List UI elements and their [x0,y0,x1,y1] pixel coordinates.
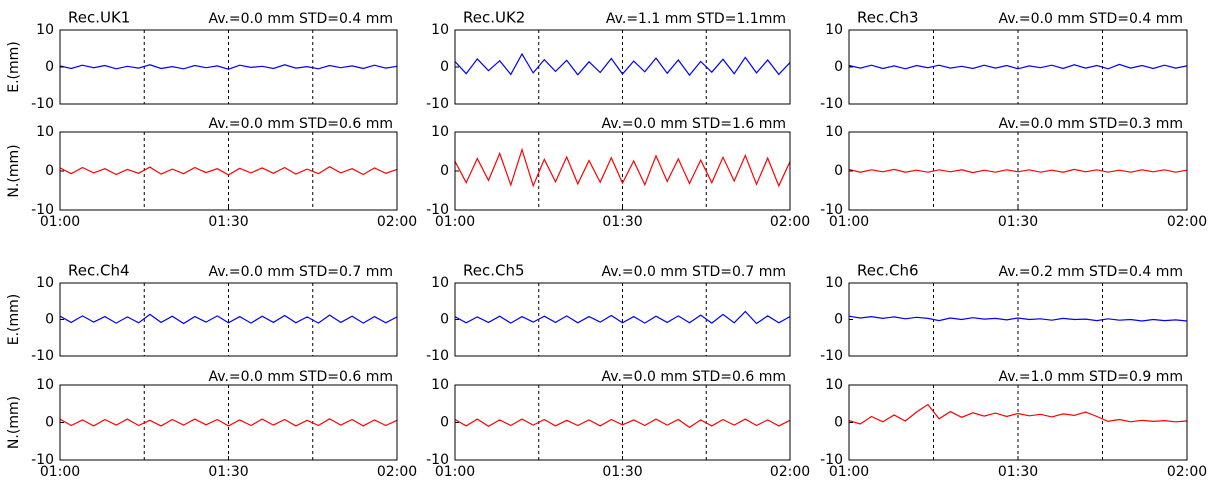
stats-annotation: Av.=0.0 mm STD=0.3 mm [998,116,1183,132]
stats-annotation: Av.=0.0 mm STD=0.6 mm [208,116,393,132]
y-tick-label: -10 [820,96,843,112]
y-tick-label: -10 [820,452,843,468]
y-tick-label: 0 [834,415,843,431]
x-tick-label: 01:30 [602,464,642,480]
stats-annotation: Av.=0.0 mm STD=0.7 mm [208,264,393,280]
series-line [848,63,1188,70]
x-tick-label: 01:30 [602,214,642,230]
y-tick-label: 10 [431,22,449,38]
stats-annotation: Av.=0.0 mm STD=0.4 mm [998,11,1183,27]
series-line [59,418,398,427]
y-tick-label: -10 [426,348,449,364]
stats-annotation: Av.=0.0 mm STD=0.6 mm [208,369,393,385]
y-axis-label: E.(mm) [6,41,22,93]
y-tick-label: 10 [36,377,54,393]
stats-annotation: Av.=0.2 mm STD=0.4 mm [998,264,1183,280]
y-tick-label: 10 [431,377,449,393]
series-line [454,52,791,77]
stats-annotation: Av.=0.0 mm STD=0.6 mm [601,369,786,385]
series-line [454,147,791,188]
y-tick-label: 10 [825,275,843,291]
panel-title: Rec.UK1 [68,9,130,27]
x-tick-label: 01:00 [829,464,869,480]
x-tick-label: 01:30 [208,464,248,480]
x-tick-label: 02:00 [377,214,417,230]
series-line [59,166,398,176]
series-line [59,313,398,325]
series-line [454,310,791,325]
x-tick-label: 01:00 [435,464,475,480]
y-tick-label: 0 [834,312,843,328]
x-tick-label: 01:30 [998,464,1038,480]
series-line [59,64,398,70]
y-tick-label: -10 [31,96,54,112]
x-tick-label: 01:30 [998,214,1038,230]
y-tick-label: -10 [426,96,449,112]
y-tick-label: 0 [440,59,449,75]
x-tick-label: 02:00 [770,464,810,480]
y-tick-label: 10 [36,22,54,38]
y-tick-label: 10 [36,275,54,291]
y-tick-label: -10 [820,202,843,218]
y-tick-label: 0 [45,59,54,75]
panel-title: Rec.Ch4 [68,262,130,280]
y-tick-label: 10 [36,124,54,140]
series-line [848,403,1188,425]
y-tick-label: 0 [45,415,54,431]
y-tick-label: 0 [834,163,843,179]
y-tick-label: 0 [45,312,54,328]
panel-title: Rec.UK2 [463,9,525,27]
y-tick-label: 10 [825,124,843,140]
y-tick-label: -10 [426,452,449,468]
panel-title: Rec.Ch3 [857,9,919,27]
y-tick-label: -10 [426,202,449,218]
stats-annotation: Av.=1.0 mm STD=0.9 mm [998,369,1183,385]
x-tick-label: 01:00 [829,214,869,230]
x-tick-label: 01:00 [40,214,80,230]
series-line [848,315,1188,322]
stats-annotation: Av.=0.0 mm STD=0.7 mm [601,264,786,280]
y-axis-label: N.(mm) [6,396,22,449]
y-tick-label: -10 [31,202,54,218]
y-tick-label: 0 [440,163,449,179]
y-tick-label: 10 [825,22,843,38]
series-line [454,418,791,429]
x-tick-label: 02:00 [1167,214,1207,230]
x-tick-label: 01:30 [208,214,248,230]
y-tick-label: -10 [31,348,54,364]
stats-annotation: Av.=0.0 mm STD=1.6 mm [601,116,786,132]
series-line [848,168,1188,174]
panel-title: Rec.Ch5 [463,262,525,280]
y-tick-label: 0 [834,59,843,75]
x-tick-label: 02:00 [377,464,417,480]
panel-title: Rec.Ch6 [857,262,919,280]
y-tick-label: 0 [45,163,54,179]
y-tick-label: 10 [825,377,843,393]
y-tick-label: 0 [440,415,449,431]
x-tick-label: 01:00 [40,464,80,480]
y-axis-label: N.(mm) [6,144,22,197]
stats-annotation: Av.=0.0 mm STD=0.4 mm [208,11,393,27]
y-tick-label: 10 [431,124,449,140]
y-tick-label: 10 [431,275,449,291]
y-axis-label: E.(mm) [6,294,22,346]
x-tick-label: 01:00 [435,214,475,230]
x-tick-label: 02:00 [1167,464,1207,480]
stats-annotation: Av.=1.1 mm STD=1.1mm [606,11,786,27]
y-tick-label: -10 [31,452,54,468]
x-tick-label: 02:00 [770,214,810,230]
y-tick-label: -10 [820,348,843,364]
y-tick-label: 0 [440,312,449,328]
